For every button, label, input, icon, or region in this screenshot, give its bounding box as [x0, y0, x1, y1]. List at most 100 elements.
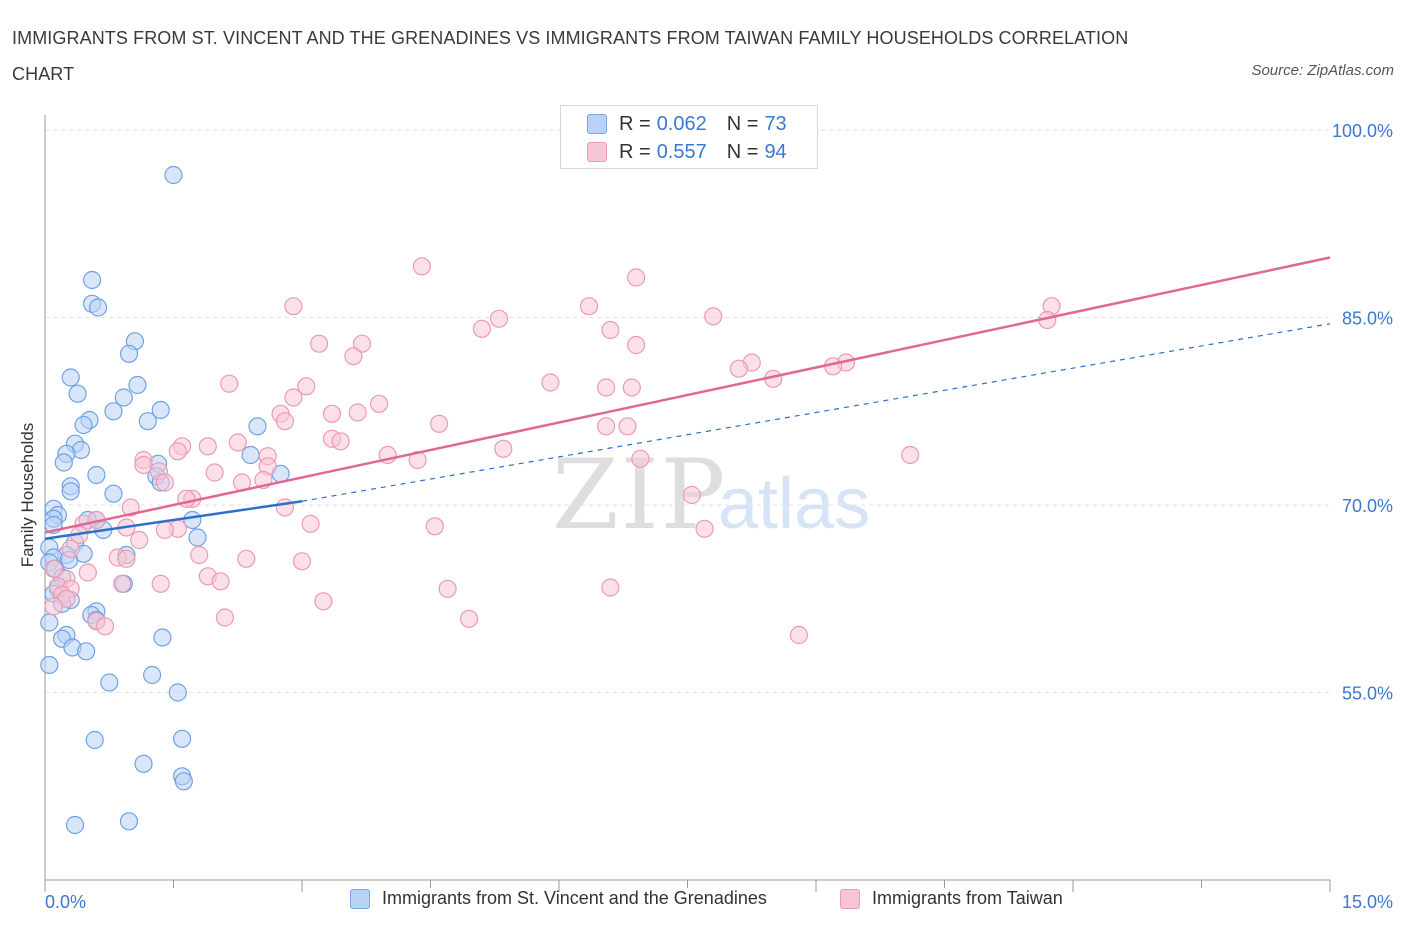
point-taiwan: [284, 388, 303, 407]
legend-r-value-taiwan: 0.557: [656, 140, 707, 163]
point-svg: [143, 665, 162, 685]
gridlines: [45, 129, 1330, 693]
legend-swatch-taiwan: [587, 142, 607, 162]
point-taiwan: [151, 574, 170, 593]
legend-n-label: N =: [726, 140, 759, 163]
point-svg: [151, 400, 170, 420]
y-tick-labels: 55.0% 70.0% 85.0% 100.0%: [1332, 121, 1393, 704]
legend-swatch-svg: [587, 114, 607, 134]
point-taiwan: [601, 320, 620, 340]
point-taiwan: [579, 297, 599, 316]
point-svg: [153, 628, 172, 647]
point-taiwan: [301, 514, 320, 533]
point-taiwan: [596, 378, 616, 397]
point-svg: [104, 402, 123, 421]
point-taiwan: [211, 572, 230, 591]
axes: [44, 115, 1331, 892]
point-taiwan: [489, 309, 509, 328]
trend-svg-solid: [44, 500, 303, 540]
point-svg: [173, 729, 192, 748]
y-tick-label: 85.0%: [1342, 309, 1393, 329]
legend-n-value-taiwan: 94: [764, 140, 787, 163]
point-taiwan: [622, 378, 641, 397]
point-taiwan: [682, 485, 701, 505]
point-taiwan: [704, 307, 723, 326]
point-taiwan: [494, 439, 513, 458]
point-taiwan: [430, 414, 449, 433]
series-legend: Immigrants from St. Vincent and the Gren…: [0, 888, 1406, 916]
point-taiwan: [314, 592, 333, 611]
point-taiwan: [190, 545, 209, 565]
y-tick-label: 55.0%: [1342, 684, 1393, 704]
point-taiwan: [237, 549, 256, 568]
point-taiwan: [412, 257, 431, 276]
point-svg: [61, 368, 80, 387]
point-taiwan: [44, 559, 63, 578]
point-svg: [138, 412, 157, 431]
x-tick-label-min: 0.0%: [45, 892, 86, 912]
legend-r-label: R =: [619, 140, 651, 163]
point-taiwan: [155, 520, 174, 540]
y-tick-label: 70.0%: [1342, 496, 1393, 516]
point-svg: [100, 673, 119, 692]
x-tick-labels: 0.0% 15.0%: [45, 892, 1393, 912]
series-svg-points: [40, 165, 290, 835]
point-taiwan: [95, 617, 115, 636]
point-taiwan: [618, 417, 637, 436]
point-svg: [82, 270, 102, 290]
point-svg: [248, 417, 267, 436]
legend-row-taiwan: R = 0.557 N = 94: [587, 138, 787, 166]
point-taiwan: [168, 442, 187, 461]
point-taiwan: [130, 530, 149, 550]
point-svg: [88, 298, 108, 317]
point-taiwan: [425, 517, 444, 536]
legend-item-swatch-taiwan: [840, 888, 860, 909]
legend-r-value-svg: 0.062: [656, 112, 707, 135]
point-taiwan: [695, 519, 714, 538]
point-taiwan: [472, 319, 491, 338]
point-taiwan: [134, 455, 153, 475]
point-svg: [188, 528, 207, 547]
point-taiwan: [631, 449, 650, 468]
point-taiwan: [228, 433, 247, 452]
legend-item-svg: Immigrants from St. Vincent and the Gren…: [350, 888, 767, 909]
source-note: Source: ZipAtlas.com: [1251, 62, 1394, 79]
trend-svg-dashed: [301, 323, 1331, 502]
point-taiwan: [112, 574, 132, 593]
legend-item-swatch-svg: [350, 888, 370, 909]
point-svg: [119, 344, 139, 363]
point-taiwan: [310, 334, 329, 353]
point-svg: [104, 484, 123, 503]
point-svg: [85, 730, 104, 750]
point-taiwan: [78, 563, 97, 582]
legend-item-label-svg: Immigrants from St. Vincent and the Gren…: [382, 888, 767, 908]
point-taiwan: [438, 579, 457, 598]
point-taiwan: [331, 432, 350, 451]
point-taiwan: [44, 597, 63, 616]
point-svg: [68, 384, 87, 403]
point-taiwan: [292, 552, 312, 571]
point-svg: [114, 388, 133, 407]
trend-lines: [44, 256, 1331, 540]
point-taiwan: [61, 539, 80, 558]
legend-n-value-svg: 73: [764, 112, 787, 135]
point-taiwan: [460, 609, 479, 628]
point-taiwan: [198, 437, 217, 456]
point-svg: [174, 772, 193, 791]
point-taiwan: [322, 404, 342, 423]
chart-title: IMMIGRANTS FROM ST. VINCENT AND THE GREN…: [12, 28, 1129, 84]
point-taiwan: [352, 334, 372, 353]
correlation-legend: R = 0.062 N = 73 R = 0.557 N = 94: [560, 105, 818, 169]
point-svg: [164, 165, 183, 185]
point-svg: [40, 613, 59, 632]
point-taiwan: [789, 625, 809, 645]
point-svg: [76, 642, 96, 661]
point-svg: [61, 482, 80, 501]
point-svg: [87, 465, 106, 485]
point-taiwan: [121, 498, 140, 517]
point-svg: [134, 754, 153, 773]
point-taiwan: [275, 498, 294, 517]
point-taiwan: [155, 473, 174, 492]
point-svg: [74, 415, 93, 435]
point-taiwan: [729, 359, 749, 378]
